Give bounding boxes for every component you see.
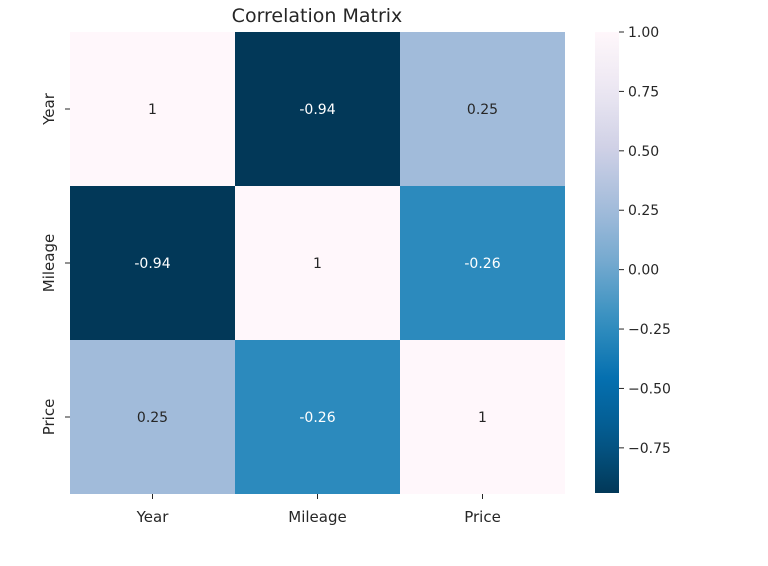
heatmap-cell-year-mileage — [235, 32, 400, 186]
cell-value-label: 0.25 — [137, 410, 168, 426]
heatmap-cell-year-year — [70, 32, 235, 186]
heatmap-cell-mileage-mileage — [235, 186, 400, 340]
heatmap-cell-price-price — [400, 340, 565, 494]
heatmap-cell-price-mileage — [235, 340, 400, 494]
heatmap-cell-year-price — [400, 32, 565, 186]
heatmap-cell-mileage-year — [70, 186, 235, 340]
cell-value-label: 1 — [148, 102, 157, 118]
colorbar: 1.00 0.75 0.50 0.25 0.00 −0.25 −0.50 −0.75 — [595, 25, 671, 493]
x-tick-label: Mileage — [288, 508, 346, 526]
colorbar-tick-label: 0.00 — [628, 263, 659, 279]
colorbar-tick-label: −0.50 — [628, 381, 671, 397]
x-tick-label: Price — [464, 508, 501, 526]
colorbar-tick-label: 0.25 — [628, 203, 659, 219]
y-tick-label: Year — [40, 92, 58, 126]
colorbar-gradient — [595, 32, 619, 493]
cell-value-label: -0.94 — [299, 102, 335, 118]
colorbar-tick-label: 0.50 — [628, 144, 659, 160]
y-axis: Year Mileage Price — [40, 92, 70, 435]
cell-value-label: 1 — [313, 256, 322, 272]
heatmap-cell-labels: 1 -0.94 0.25 -0.94 1 -0.26 0.25 -0.26 1 — [134, 102, 500, 426]
heatmap-cell-mileage-price — [400, 186, 565, 340]
heatmap-cell-price-year — [70, 340, 235, 494]
cell-value-label: -0.94 — [134, 256, 170, 272]
cell-value-label: -0.26 — [299, 410, 335, 426]
colorbar-tick-label: 0.75 — [628, 84, 659, 100]
x-tick-label: Year — [136, 508, 170, 526]
y-tick-label: Price — [40, 399, 58, 436]
colorbar-tick-label: −0.25 — [628, 322, 671, 338]
x-axis: Year Mileage Price — [136, 494, 501, 526]
chart-title: Correlation Matrix — [232, 5, 403, 27]
cell-value-label: 0.25 — [467, 102, 498, 118]
colorbar-tick-label: 1.00 — [628, 25, 659, 41]
heatmap-cells — [70, 32, 565, 494]
cell-value-label: -0.26 — [464, 256, 500, 272]
y-tick-label: Mileage — [40, 234, 58, 292]
colorbar-tick-label: −0.75 — [628, 441, 671, 457]
cell-value-label: 1 — [478, 410, 487, 426]
